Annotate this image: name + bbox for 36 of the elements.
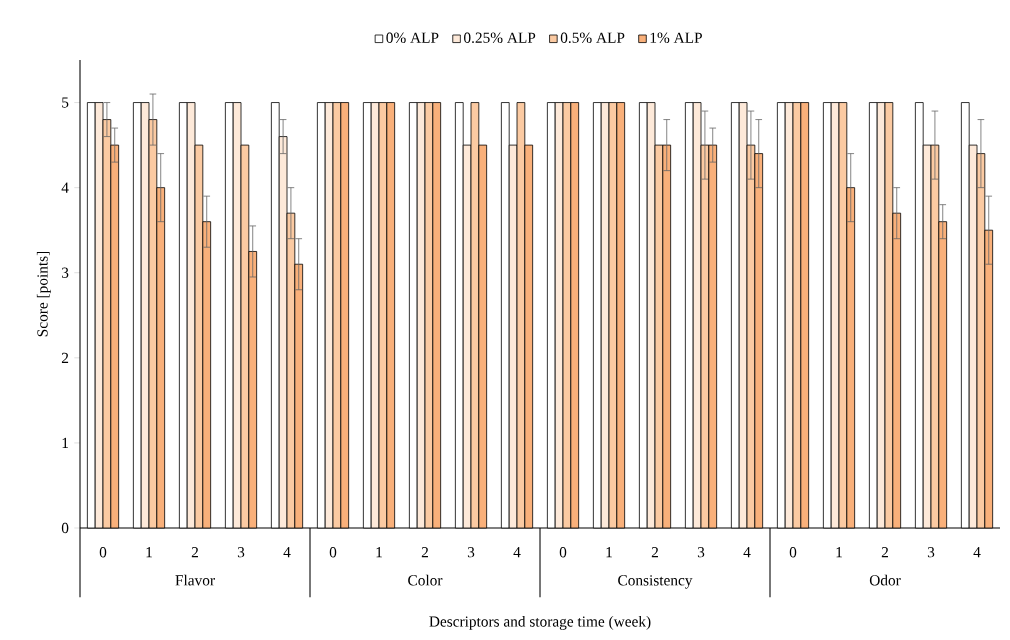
x-tick-label: 2 [191, 547, 198, 558]
x-tick-label: 1 [376, 547, 382, 558]
x-tick-label: 3 [927, 547, 935, 558]
x-tick-label: 3 [237, 547, 245, 558]
x-tick-label: 3 [467, 547, 475, 558]
x-tick-label: 4 [973, 547, 981, 558]
y-axis-title: Score [points] [36, 251, 51, 337]
x-tick-label: 1 [606, 547, 612, 558]
x-tick-label: 1 [836, 547, 842, 558]
x-tick-label: 4 [513, 547, 521, 558]
x-axis-title: Descriptors and storage time (week) [429, 615, 651, 630]
x-tick-label: 2 [881, 547, 888, 558]
y-tick-label: 2 [61, 352, 69, 363]
y-tick-label: 0 [61, 522, 69, 534]
legend-label: 0.25% ALP [464, 32, 536, 43]
x-tick-label: 3 [697, 547, 705, 558]
x-tick-label: 4 [743, 547, 751, 558]
text: Flavor [175, 574, 215, 586]
x-tick-label: 0 [329, 547, 337, 558]
text: Odor [869, 574, 901, 586]
x-tick-label: 2 [421, 547, 428, 558]
x-tick-label: 4 [283, 547, 291, 558]
legend-label: 0.5% ALP [560, 32, 625, 43]
legend-label: 1% ALP [650, 32, 702, 43]
x-tick-label: 0 [789, 547, 797, 558]
y-tick-label: 1 [62, 437, 68, 448]
x-tick-label: 0 [99, 547, 107, 558]
y-tick-label: 3 [62, 267, 69, 278]
x-tick-label: 1 [146, 547, 152, 558]
x-tick-label: 2 [651, 547, 658, 558]
legend-label: 0% ALP [386, 32, 439, 43]
text: Consistency [618, 575, 693, 589]
x-tick-label: 0 [559, 547, 567, 558]
y-tick-label: 5 [62, 97, 69, 108]
text: Color [408, 574, 443, 586]
y-tick-label: 4 [61, 182, 69, 193]
